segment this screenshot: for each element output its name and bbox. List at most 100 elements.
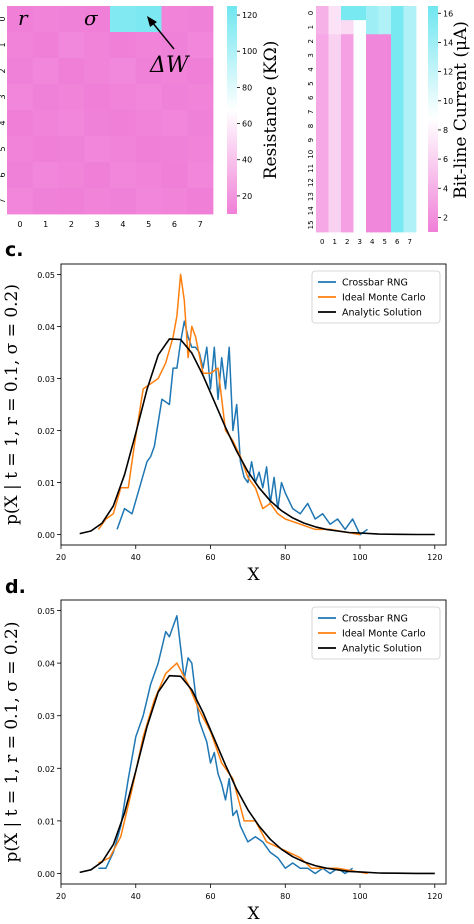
heatmap-b-cell <box>366 189 379 205</box>
chart-c-series-analytic-solution <box>79 338 435 536</box>
heatmap-b-cell <box>403 189 417 205</box>
heatmap-a-cell <box>161 188 188 215</box>
chart-d-legend-label: Crossbar RNG <box>342 614 408 625</box>
heatmap-a-x-tick: 5 <box>146 220 151 229</box>
heatmap-b-cell <box>341 147 354 162</box>
heatmap-b-y-tick: 4 <box>307 67 315 72</box>
bitline-current-colorbar: 2 4 6 8 10 12 14 16 <box>428 6 453 232</box>
heatmap-a-y-tick: 4 <box>0 120 7 125</box>
heatmap-b-y-tick: 13 <box>307 192 315 201</box>
heatmap-b-cell <box>353 48 367 63</box>
heatmap-a-cell <box>135 188 162 215</box>
heatmap-b-cell <box>341 217 354 233</box>
panel-label-c: c. <box>5 239 23 261</box>
bitline-colorbar-tick: 14 <box>443 38 453 47</box>
heatmap-a-cell <box>187 32 214 59</box>
chart-c-x-tick: 40 <box>131 553 141 562</box>
annotation-delta-w: ΔW <box>149 53 191 78</box>
heatmap-b-cell <box>328 147 342 162</box>
chart-c-series-ideal-monte-carlo <box>97 273 361 536</box>
heatmap-b-cell <box>353 147 367 162</box>
heatmap-b-y-tick: 0 <box>307 11 315 15</box>
heatmap-b-y-tick: 8 <box>307 124 315 128</box>
heatmap-a-cell <box>32 6 59 33</box>
heatmap-b-cell <box>316 20 329 35</box>
heatmap-b-cell <box>328 133 342 148</box>
heatmap-b-y-tick: 14 <box>307 206 315 215</box>
heatmap-b-cell <box>316 90 329 106</box>
heatmap-b-cell <box>366 203 379 219</box>
heatmap-b-x-tick: 3 <box>358 238 362 246</box>
heatmap-b-cell <box>378 76 392 92</box>
heatmap-b-cell <box>316 189 329 205</box>
heatmap-b-y-tick: 11 <box>307 164 315 173</box>
chart-d-y-tick: 0.02 <box>37 765 55 774</box>
heatmap-a-cell <box>110 188 137 215</box>
heatmap-b-cell <box>366 175 379 191</box>
chart-d-x-tick: 20 <box>56 892 66 901</box>
heatmap-a-cell <box>7 6 34 33</box>
chart-c-legend-label: Ideal Monte Carlo <box>342 293 426 304</box>
heatmap-a-cell <box>187 84 214 111</box>
heatmap-b-x-tick: 7 <box>408 238 412 246</box>
heatmap-b-cell <box>328 34 342 49</box>
heatmap-b-cell <box>341 189 354 205</box>
heatmap-a-cell <box>110 84 137 111</box>
chart-c-x-tick: 120 <box>427 553 442 562</box>
heatmap-b-cell <box>403 48 417 63</box>
heatmap-b-cell <box>378 90 392 106</box>
heatmap-b-cell <box>378 20 392 35</box>
heatmap-b-y-tick: 12 <box>307 178 315 187</box>
bitline-colorbar-tick: 8 <box>443 126 448 135</box>
heatmap-a-y-tick: 2 <box>0 68 7 73</box>
heatmap-a-cell <box>110 110 137 137</box>
chart-c-x-tick: 100 <box>352 553 367 562</box>
heatmap-a-cell <box>110 32 137 59</box>
heatmap-b-cell <box>403 104 417 120</box>
heatmap-b-cell <box>378 133 392 148</box>
heatmap-b-cell <box>328 119 342 134</box>
heatmap-a-cell <box>58 32 85 59</box>
chart-d-x-tick: 120 <box>427 892 442 901</box>
heatmap-b-y-tick: 2 <box>307 39 315 43</box>
heatmap-b-cell <box>328 20 342 35</box>
heatmap-b-cell <box>316 119 329 134</box>
chart-d-x-axis-label: X <box>247 904 260 924</box>
heatmap-b-cell <box>341 203 354 219</box>
heatmap-b-cell <box>403 147 417 162</box>
chart-d-y-tick: 0.05 <box>37 607 55 616</box>
chart-c-y-tick: 0.01 <box>37 479 55 488</box>
heatmap-a-cell <box>110 58 137 85</box>
heatmap-b-cell <box>353 76 367 92</box>
heatmap-b-cell <box>341 34 354 49</box>
heatmap-b-cell <box>403 90 417 106</box>
heatmap-a-cell <box>135 136 162 163</box>
heatmap-b-cell <box>316 175 329 191</box>
heatmap-b-cell <box>316 48 329 63</box>
resistance-heatmap: 0 1 2 3 4 5 6 7 0 1 2 3 4 5 6 7 <box>0 6 214 229</box>
heatmap-b-cell <box>341 133 354 148</box>
heatmap-b-cell <box>403 20 417 35</box>
heatmap-a-cell <box>7 136 34 163</box>
heatmap-a-cell <box>58 6 85 33</box>
chart-c-legend <box>311 270 441 324</box>
heatmap-a-cell <box>84 6 111 33</box>
bitline-colorbar-tick: 12 <box>443 68 453 77</box>
heatmap-b-y-tick: 5 <box>307 81 315 85</box>
resistance-colorbar-label: Resistance (KΩ) <box>261 41 281 180</box>
heatmap-b-cell <box>378 62 392 78</box>
chart-c-series-crossbar-rng <box>116 320 368 536</box>
heatmap-b-cell <box>378 34 392 49</box>
heatmap-b-cell <box>316 62 329 78</box>
line-chart-c: 20 40 60 80 100 120 0.00 0.01 0.02 0.03 0.04 0.05 Xp… <box>2 263 447 585</box>
heatmap-b-y-tick: 15 <box>307 220 315 229</box>
chart-c-x-axis-label: X <box>247 565 260 585</box>
heatmap-b-cell <box>366 161 379 176</box>
heatmap-b-cell <box>366 217 379 233</box>
heatmap-b-cell <box>378 104 392 120</box>
heatmap-b-cell <box>328 104 342 120</box>
heatmap-b-cell <box>403 6 417 21</box>
heatmap-b-cell <box>328 217 342 233</box>
heatmap-a-cell <box>58 162 85 189</box>
